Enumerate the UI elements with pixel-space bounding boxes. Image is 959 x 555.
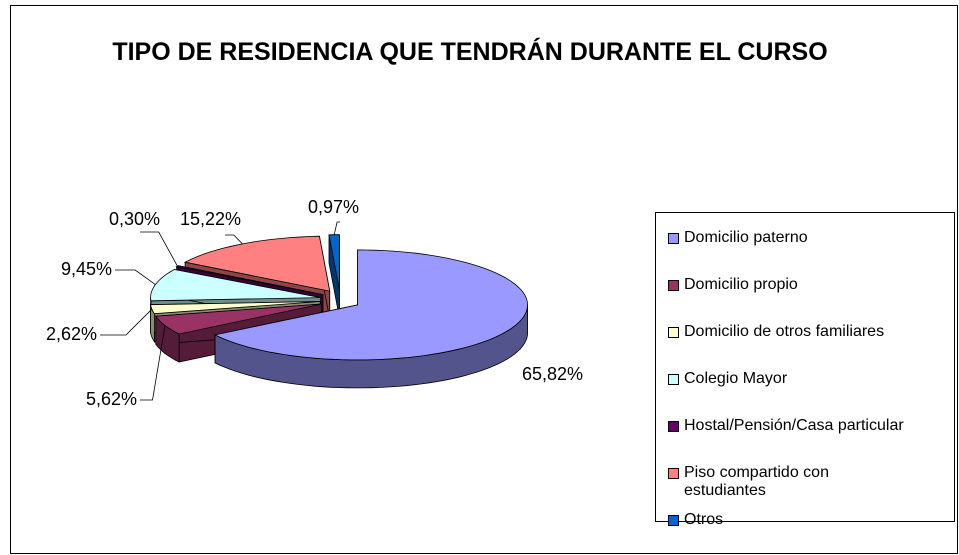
slice bbox=[328, 234, 340, 290]
leader-line bbox=[115, 269, 156, 285]
legend-item: Piso compartido con estudiantes bbox=[668, 464, 908, 500]
data-label: 0,30% bbox=[109, 209, 160, 229]
legend: Domicilio paterno Domicilio propio Domicil… bbox=[655, 212, 955, 528]
data-label: 0,97% bbox=[308, 197, 359, 217]
legend-item: Otros bbox=[668, 511, 908, 529]
legend-swatch bbox=[668, 468, 679, 479]
legend-item: Domicilio de otros familiares bbox=[668, 323, 908, 341]
data-label: 9,45% bbox=[61, 259, 112, 279]
slice bbox=[175, 265, 323, 295]
data-label: 65,82% bbox=[522, 364, 583, 384]
legend-swatch bbox=[668, 421, 679, 432]
chart-title: TIPO DE RESIDENCIA QUE TENDRÁN DURANTE E… bbox=[112, 38, 828, 66]
legend-item: Colegio Mayor bbox=[668, 370, 908, 388]
legend-swatch bbox=[668, 515, 679, 526]
leader-line bbox=[140, 325, 166, 401]
leader-line bbox=[140, 231, 178, 267]
slice bbox=[183, 235, 331, 292]
slice bbox=[149, 301, 321, 315]
legend-label: Otros bbox=[684, 511, 724, 528]
legend-label: Domicilio paterno bbox=[684, 229, 808, 246]
legend-label: Hostal/Pensión/Casa particular bbox=[684, 417, 904, 434]
legend-item: Domicilio paterno bbox=[668, 229, 908, 247]
legend-label: Domicilio de otros familiares bbox=[684, 323, 885, 340]
data-label: 15,22% bbox=[180, 209, 241, 229]
data-label: 2,62% bbox=[46, 324, 97, 344]
chart-frame bbox=[10, 5, 958, 554]
legend-swatch bbox=[668, 233, 679, 244]
slice bbox=[213, 249, 528, 361]
legend-item: Hostal/Pensión/Casa particular bbox=[668, 417, 908, 435]
legend-label: Colegio Mayor bbox=[684, 370, 788, 387]
legend-item: Domicilio propio bbox=[668, 276, 908, 294]
leader-line bbox=[225, 234, 243, 245]
legend-label: Piso compartido con estudiantes bbox=[684, 464, 829, 499]
legend-swatch bbox=[668, 327, 679, 338]
legend-swatch bbox=[668, 280, 679, 291]
leader-line bbox=[333, 221, 340, 235]
legend-label: Domicilio propio bbox=[684, 276, 798, 293]
legend-swatch bbox=[668, 374, 679, 385]
data-label: 5,62% bbox=[86, 389, 137, 409]
leader-line bbox=[100, 308, 153, 336]
